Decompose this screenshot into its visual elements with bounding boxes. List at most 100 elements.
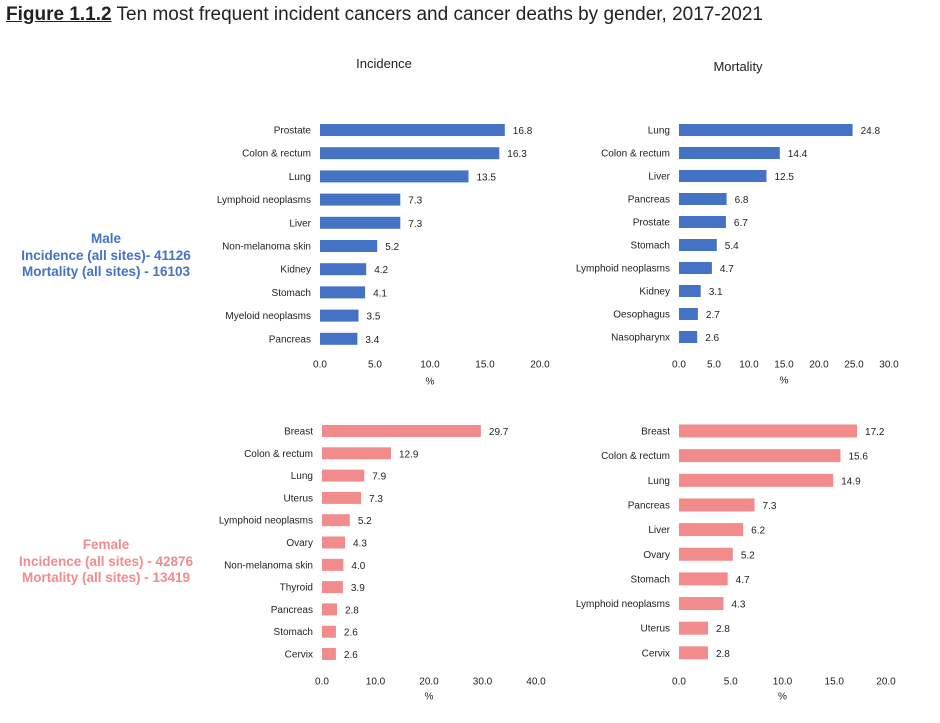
category-label: Lymphoid neoplasms bbox=[576, 264, 670, 275]
x-tick-label: 0.0 bbox=[672, 677, 686, 688]
category-label: Stomach bbox=[274, 627, 313, 638]
x-tick-label: 10.0 bbox=[739, 360, 759, 371]
category-label: Kidney bbox=[639, 287, 670, 298]
category-label: Lymphoid neoplasms bbox=[217, 195, 311, 206]
data-label: 2.8 bbox=[345, 605, 359, 616]
female-group-name: Female bbox=[82, 537, 130, 552]
data-label: 7.3 bbox=[408, 219, 422, 230]
male-group-label: Male Incidence (all sites)- 41126 Mortal… bbox=[6, 231, 206, 281]
data-label: 3.1 bbox=[709, 287, 723, 298]
bar bbox=[679, 523, 744, 537]
male-incidence-total: Incidence (all sites)- 41126 bbox=[21, 247, 191, 263]
data-label: 15.6 bbox=[848, 452, 868, 463]
x-axis-label: % bbox=[778, 692, 787, 703]
male-mortality-total: Mortality (all sites) - 16103 bbox=[21, 264, 191, 279]
category-label: Lung bbox=[291, 471, 313, 482]
bar bbox=[322, 536, 346, 549]
data-label: 4.1 bbox=[373, 288, 387, 299]
bar bbox=[322, 648, 336, 660]
category-label: Liver bbox=[648, 525, 670, 536]
category-label: Ovary bbox=[286, 538, 313, 549]
bar bbox=[322, 514, 350, 527]
category-label: Nasopharynx bbox=[611, 333, 670, 344]
category-label: Colon & rectum bbox=[242, 149, 311, 160]
category-label: Ovary bbox=[643, 550, 670, 561]
x-tick-label: 20.0 bbox=[809, 360, 829, 371]
bar bbox=[320, 216, 401, 229]
x-tick-label: 10.0 bbox=[366, 677, 386, 688]
data-label: 2.8 bbox=[716, 624, 730, 635]
x-tick-label: 5.0 bbox=[724, 677, 738, 688]
x-tick-label: 10.0 bbox=[773, 677, 793, 688]
bar bbox=[679, 473, 834, 487]
data-label: 5.2 bbox=[358, 516, 372, 527]
category-label: Colon & rectum bbox=[601, 149, 670, 160]
data-label: 14.9 bbox=[841, 476, 861, 487]
category-label: Thyroid bbox=[280, 583, 313, 594]
category-label: Colon & rectum bbox=[601, 451, 670, 462]
x-tick-label: 20.0 bbox=[419, 677, 439, 688]
category-label: Pancreas bbox=[271, 605, 313, 616]
x-tick-label: 15.0 bbox=[774, 360, 794, 371]
data-label: 5.4 bbox=[725, 241, 739, 252]
data-label: 6.8 bbox=[735, 195, 749, 206]
x-tick-label: 0.0 bbox=[313, 360, 327, 371]
data-label: 12.9 bbox=[399, 449, 419, 460]
bar bbox=[679, 547, 733, 561]
bar bbox=[679, 424, 858, 438]
x-tick-label: 20.0 bbox=[530, 360, 550, 371]
data-label: 6.7 bbox=[734, 218, 748, 229]
female-mortality-total: Mortality (all sites) - 13419 bbox=[21, 570, 191, 585]
x-tick-label: 15.0 bbox=[475, 360, 495, 371]
female-incidence-total: Incidence (all sites) - 42876 bbox=[18, 553, 194, 569]
data-label: 7.3 bbox=[408, 196, 422, 207]
category-label: Colon & rectum bbox=[244, 449, 313, 460]
category-label: Prostate bbox=[274, 126, 312, 137]
category-label: Kidney bbox=[280, 265, 311, 276]
data-label: 16.3 bbox=[507, 149, 527, 160]
data-label: 2.6 bbox=[344, 650, 358, 661]
category-label: Pancreas bbox=[269, 334, 311, 345]
bar bbox=[322, 491, 362, 504]
bar bbox=[320, 309, 359, 322]
bar bbox=[679, 124, 853, 136]
data-label: 2.6 bbox=[705, 333, 719, 344]
bar bbox=[320, 170, 469, 183]
data-label: 7.9 bbox=[372, 472, 386, 483]
male-group-name: Male bbox=[90, 231, 121, 246]
data-label: 4.0 bbox=[351, 561, 365, 572]
bar bbox=[322, 425, 481, 437]
bar bbox=[320, 263, 367, 276]
bar bbox=[679, 216, 726, 228]
bar bbox=[679, 147, 780, 159]
bar bbox=[679, 498, 755, 512]
category-label: Breast bbox=[284, 427, 313, 438]
x-tick-label: 30.0 bbox=[879, 360, 899, 371]
bar bbox=[322, 581, 343, 594]
bar bbox=[679, 285, 701, 297]
incidence-column-heading: Incidence bbox=[356, 56, 412, 71]
bar bbox=[320, 240, 378, 252]
x-tick-label: 5.0 bbox=[707, 360, 721, 371]
x-axis-label: % bbox=[780, 376, 789, 387]
category-label: Non-melanoma skin bbox=[222, 242, 311, 253]
data-label: 2.8 bbox=[716, 649, 730, 660]
data-label: 29.7 bbox=[489, 427, 509, 438]
bar bbox=[679, 308, 698, 320]
category-label: Uterus bbox=[284, 493, 313, 504]
data-label: 3.4 bbox=[365, 335, 379, 346]
data-label: 12.5 bbox=[775, 172, 795, 183]
data-label: 4.2 bbox=[374, 265, 388, 276]
data-label: 4.7 bbox=[720, 264, 734, 275]
bar bbox=[679, 572, 728, 586]
category-label: Pancreas bbox=[628, 500, 670, 511]
data-label: 3.9 bbox=[351, 583, 365, 594]
data-label: 5.2 bbox=[741, 550, 755, 561]
data-label: 13.5 bbox=[477, 172, 497, 183]
category-label: Myeloid neoplasms bbox=[225, 311, 311, 322]
x-tick-label: 20.0 bbox=[876, 677, 896, 688]
category-label: Lung bbox=[648, 126, 670, 137]
bar bbox=[679, 262, 712, 274]
bar bbox=[322, 558, 344, 571]
bar bbox=[320, 193, 401, 206]
